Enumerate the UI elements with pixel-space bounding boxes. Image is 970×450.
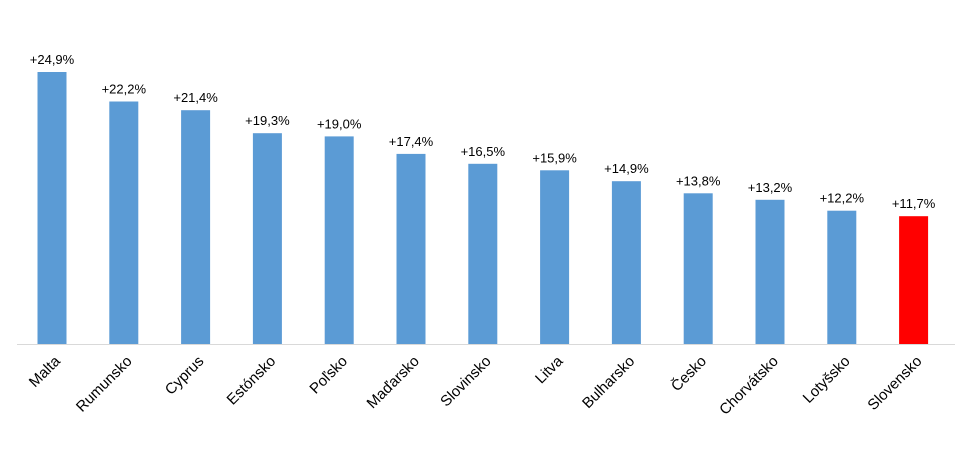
data-label-9: +13,8% [676,173,721,188]
category-labels-group: Malta Rumunsko Cyprus Estónsko Poľsko Maďarsk… [26,352,926,418]
category-label-0: Malta [26,352,64,390]
category-label-10: Chorvátsko [716,353,782,419]
data-label-10: +13,2% [748,180,793,195]
data-label-12: +11,7% [892,196,936,211]
data-label-6: +16,5% [461,144,506,159]
category-label-1: Rumunsko [73,353,136,416]
category-label-2: Cyprus [162,353,208,399]
bar-12 [899,216,929,344]
bar-8 [611,181,641,344]
category-label-5: Maďarsko [364,353,423,412]
data-label-8: +14,9% [604,161,649,176]
data-label-11: +12,2% [820,191,865,206]
data-label-0: +24,9% [30,52,75,67]
category-label-12: Slovensko [864,353,925,414]
data-label-7: +15,9% [532,150,577,165]
data-label-2: +21,4% [173,90,218,105]
bar-1 [109,101,139,344]
data-label-4: +19,0% [317,116,362,131]
bar-9 [683,193,713,344]
bar-0 [37,72,67,344]
bar-4 [324,136,354,344]
category-label-8: Bulharsko [579,353,638,412]
bars-group [37,72,929,344]
category-label-4: Poľsko [306,353,351,398]
data-label-1: +22,2% [102,82,147,97]
category-label-9: Česko [668,353,710,395]
data-label-3: +19,3% [245,113,290,128]
bar-7 [540,170,570,344]
bar-10 [755,199,785,344]
value-labels-group: +24,9% +22,2% +21,4% +19,3% +19,0% +17,4% +16,… [30,52,936,211]
bar-3 [252,133,282,344]
bar-11 [827,210,857,344]
bar-6 [468,163,498,344]
category-label-3: Estónsko [224,353,280,409]
category-label-11: Lotyšsko [800,353,854,407]
bar-5 [396,153,426,344]
data-label-5: +17,4% [389,134,434,149]
category-label-7: Litva [532,352,567,387]
bar-2 [181,110,211,344]
category-label-6: Slovinsko [437,353,494,410]
